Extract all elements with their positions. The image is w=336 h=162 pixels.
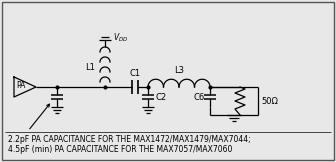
Text: C1: C1 — [129, 69, 140, 78]
Text: 50Ω: 50Ω — [261, 97, 278, 105]
Text: C6: C6 — [194, 93, 205, 102]
FancyBboxPatch shape — [2, 2, 334, 160]
Text: L1: L1 — [85, 63, 95, 71]
Text: L3: L3 — [174, 66, 184, 75]
Text: C2: C2 — [156, 93, 167, 102]
Text: $V_{DD}$: $V_{DD}$ — [113, 32, 128, 44]
Text: 2.2pF PA CAPACITANCE FOR THE MAX1472/MAX1479/MAX7044;: 2.2pF PA CAPACITANCE FOR THE MAX1472/MAX… — [8, 135, 251, 145]
Text: PA: PA — [16, 81, 26, 91]
Text: 4.5pF (min) PA CAPACITANCE FOR THE MAX7057/MAX7060: 4.5pF (min) PA CAPACITANCE FOR THE MAX70… — [8, 145, 233, 154]
